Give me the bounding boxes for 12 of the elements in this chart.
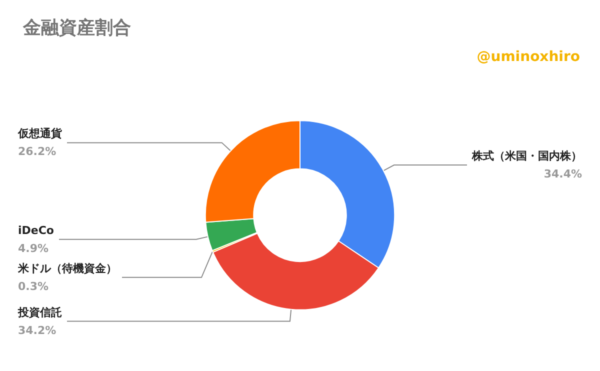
data-label: 0.3% bbox=[18, 280, 49, 293]
slice-label: 米ドル（待機資金） bbox=[17, 262, 117, 275]
chart-title: 金融資産割合 bbox=[22, 18, 131, 38]
data-label: 34.2% bbox=[18, 324, 56, 337]
data-label: 26.2% bbox=[18, 145, 56, 158]
slice-label: iDeCo bbox=[18, 224, 54, 237]
data-label: 34.4% bbox=[544, 168, 582, 180]
data-label: 4.9% bbox=[18, 242, 49, 255]
slice-label: 株式（米国・国内株） bbox=[471, 150, 582, 162]
slice-label: 仮想通貨 bbox=[17, 127, 63, 140]
text: @uminoxhiro bbox=[476, 49, 580, 65]
slice-label: 投資信託 bbox=[17, 306, 62, 319]
